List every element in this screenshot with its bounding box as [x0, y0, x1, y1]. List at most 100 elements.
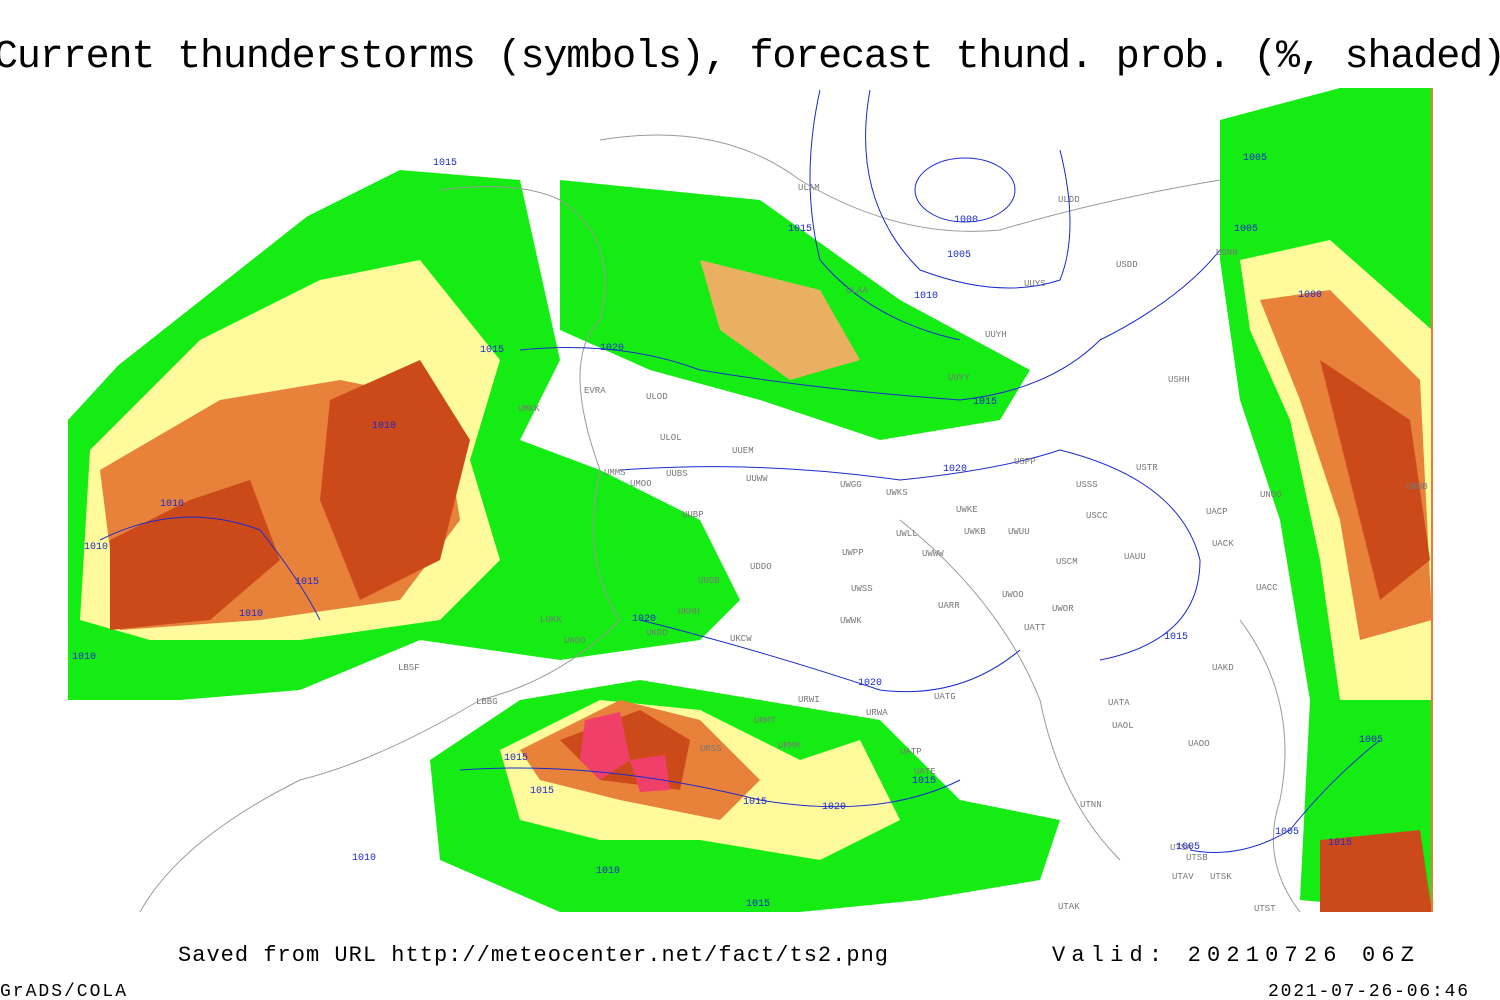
station-code: UWPP: [842, 548, 864, 558]
isobars: [99, 89, 1381, 853]
valid-time: Valid: 20210726 06Z: [1052, 943, 1414, 968]
software: GrADS/COLA: [0, 982, 126, 1000]
station-code: UARR: [938, 601, 960, 611]
station-code: USCC: [1086, 511, 1108, 521]
station-code: LBSF: [398, 663, 420, 673]
isobar-label: 1005: [1176, 842, 1200, 853]
station-code: UUBP: [682, 510, 704, 520]
isobar-label: 1010: [72, 652, 96, 663]
station-code: UUYS: [1024, 279, 1046, 289]
isobar-label: 1005: [1234, 224, 1258, 235]
station-code: URSS: [700, 744, 722, 754]
station-code: UWGG: [840, 480, 862, 490]
station-code: UTAK: [1058, 902, 1080, 912]
station-code: UATE: [914, 767, 936, 777]
station-code: UUEM: [732, 446, 754, 456]
station-code: UKCW: [730, 634, 752, 644]
isobar-label: 1015: [746, 899, 770, 910]
station-code: UTNN: [1080, 800, 1102, 810]
station-code: UAUU: [1124, 552, 1146, 562]
isobar-label: 1015: [743, 797, 767, 808]
station-code: UWOR: [1052, 604, 1074, 614]
station-code: UWSS: [851, 584, 873, 594]
station-code: UTSB: [1186, 853, 1208, 863]
station-code: UDDO: [750, 562, 772, 572]
station-code: UATA: [1108, 698, 1130, 708]
isobar-label: 1010: [352, 853, 376, 864]
isobar-label: 1005: [1243, 153, 1267, 164]
station-code: USSS: [1076, 480, 1098, 490]
station-code: URMM: [778, 741, 800, 751]
station-code: UAKD: [1212, 663, 1234, 673]
map-border: [1431, 88, 1433, 912]
station-code: UACP: [1206, 507, 1228, 517]
source-url: Saved from URL http://meteocenter.net/fa…: [178, 943, 888, 968]
station-code: UTAV: [1172, 872, 1194, 882]
isobar-label: 1015: [788, 224, 812, 235]
map-area: ULAM ULDD USDD USNN UUYS ULAA UUYH USHH UUYY ULOD…: [68, 88, 1432, 914]
isobar-label: 1010: [160, 499, 184, 510]
station-code: UMMS: [604, 468, 626, 478]
station-code: UTST: [1254, 904, 1276, 914]
isobar-label: 1005: [947, 250, 971, 261]
station-code: UACC: [1256, 583, 1278, 593]
isobar-label: 1000: [954, 215, 978, 226]
station-code: LBBG: [476, 697, 498, 707]
isobar-label: 1020: [822, 802, 846, 813]
isobar-label: 1010: [596, 866, 620, 877]
isobar-label: 1010: [239, 609, 263, 620]
isobar-label: 1010: [914, 291, 938, 302]
station-code: URWA: [866, 708, 888, 718]
isobar-label: 1005: [1359, 735, 1383, 746]
station-code: UKDD: [646, 628, 668, 638]
isobar-label: 1015: [480, 345, 504, 356]
station-code: LUKK: [540, 615, 562, 625]
isobar-label: 1010: [84, 542, 108, 553]
isobar-label: 1000: [1298, 290, 1322, 301]
isobar-label: 1020: [858, 678, 882, 689]
station-code: UTSA: [1170, 843, 1192, 853]
station-code: EVRA: [584, 386, 606, 396]
station-code: UAOO: [1188, 739, 1210, 749]
isobar-label: 1015: [530, 786, 554, 797]
station-code: UUYH: [985, 330, 1007, 340]
station-code: USNN: [1216, 248, 1238, 258]
station-code: UUYY: [948, 373, 970, 383]
isobar-label: 1010: [372, 421, 396, 432]
station-code: UWUU: [1008, 527, 1030, 537]
station-code: UMKK: [518, 404, 540, 414]
station-code: UWKB: [964, 527, 986, 537]
station-code: URWI: [798, 695, 820, 705]
isobar-label: 1020: [632, 614, 656, 625]
station-code: UUOB: [698, 576, 720, 586]
isobar-label: 1015: [912, 776, 936, 787]
station-code: UWOO: [1002, 590, 1024, 600]
station-code: UWLL: [896, 529, 918, 539]
map-title: Current thunderstorms (symbols), forecas…: [0, 35, 1500, 80]
isobar-label: 1015: [1164, 632, 1188, 643]
station-code: UKOO: [564, 636, 586, 646]
station-code: USPP: [1014, 457, 1036, 467]
isobar-label: 1020: [943, 464, 967, 475]
station-code: ULOL: [660, 433, 682, 443]
station-code: UWKS: [886, 488, 908, 498]
station-code: UTSK: [1210, 872, 1232, 882]
station-code: UNBB: [1406, 482, 1428, 492]
station-code: UMOO: [630, 479, 652, 489]
map-labels: ULAM ULDD USDD USNN UUYS ULAA UUYH USHH UUYY ULOD…: [72, 153, 1428, 914]
station-code: UUWW: [746, 474, 768, 484]
station-code: USTR: [1136, 463, 1158, 473]
station-code: UWWW: [922, 549, 944, 559]
isobar-label: 1015: [504, 753, 528, 764]
station-code: UWWK: [840, 616, 862, 626]
station-code: UATT: [1024, 623, 1046, 633]
isobar-label: 1020: [600, 343, 624, 354]
station-code: UKHH: [678, 607, 700, 617]
probability-shading: [68, 88, 1432, 912]
coastlines: [139, 134, 1301, 912]
station-code: UNOO: [1260, 490, 1282, 500]
station-code: UWKE: [956, 505, 978, 515]
station-code: ULAM: [798, 183, 820, 193]
station-code: URMT: [754, 716, 776, 726]
